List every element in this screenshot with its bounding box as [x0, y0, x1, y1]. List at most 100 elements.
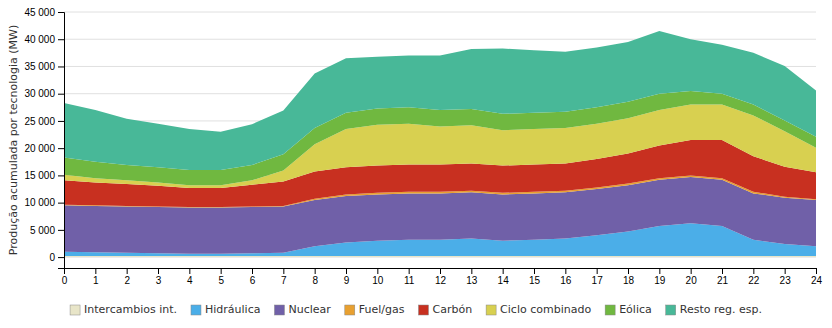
x-tick-label: 19: [654, 275, 666, 286]
legend-swatch: [191, 305, 201, 315]
legend-swatch: [274, 305, 284, 315]
legend-label: Hidráulica: [205, 303, 260, 316]
x-tick: 16: [560, 268, 572, 286]
grid-line: [64, 12, 816, 13]
y-tick-label: 20 000: [24, 143, 55, 154]
y-tick-mark: [58, 121, 64, 122]
legend-label: Nuclear: [288, 303, 331, 316]
y-tick-mark: [58, 257, 64, 258]
x-tick-mark: [221, 268, 222, 274]
legend-swatch: [605, 305, 615, 315]
x-axis-line: [65, 269, 817, 275]
x-tick: 5: [218, 268, 224, 286]
legend-swatch: [418, 305, 428, 315]
y-tick: 25 000: [24, 116, 64, 127]
y-tick-label: 25 000: [24, 116, 55, 127]
y-tick: 45 000: [24, 7, 64, 18]
y-tick-label: 45 000: [24, 7, 55, 18]
legend-item: Intercambios int.: [70, 303, 177, 316]
x-tick-label: 3: [156, 275, 162, 286]
y-tick: 5 000: [30, 225, 64, 236]
x-tick-mark: [503, 268, 504, 274]
x-tick-label: 13: [466, 275, 478, 286]
legend-label: Intercambios int.: [84, 303, 177, 316]
x-tick-label: 5: [218, 275, 224, 286]
x-tick: 11: [404, 268, 415, 286]
y-tick: 40 000: [24, 34, 64, 45]
x-tick: 7: [281, 268, 287, 286]
y-tick-mark: [58, 148, 64, 149]
chart: 0123456789101112131415161718192021222324…: [0, 0, 832, 328]
legend-item: Carbón: [418, 303, 472, 316]
grid-line: [64, 39, 816, 40]
x-tick: 12: [435, 268, 447, 286]
y-tick-label: 35 000: [24, 61, 55, 72]
x-tick: 24: [811, 268, 823, 286]
x-tick: 8: [312, 268, 318, 286]
x-tick: 21: [717, 268, 729, 286]
x-tick-label: 10: [372, 275, 384, 286]
y-tick-mark: [58, 12, 64, 13]
y-tick-mark: [58, 66, 64, 67]
x-tick: 0: [62, 268, 68, 286]
x-tick: 17: [592, 268, 604, 286]
x-tick-label: 15: [529, 275, 541, 286]
x-tick-mark: [597, 268, 598, 274]
x-tick: 14: [498, 268, 510, 286]
x-tick-mark: [628, 268, 629, 274]
x-tick: 9: [344, 268, 350, 286]
grid: [64, 12, 816, 257]
x-tick-label: 7: [281, 275, 287, 286]
x-tick-mark: [440, 268, 441, 274]
x-tick-mark: [346, 268, 347, 274]
x-tick-label: 23: [780, 275, 792, 286]
x-tick-mark: [127, 268, 128, 274]
y-tick-label: 15 000: [24, 170, 55, 181]
x-tick: 2: [124, 268, 130, 286]
x-tick-mark: [409, 268, 410, 274]
x-tick-mark: [158, 268, 159, 274]
x-tick-label: 22: [748, 275, 760, 286]
y-tick: 20 000: [24, 143, 64, 154]
y-axis-line: [58, 13, 65, 269]
y-tick: 30 000: [24, 88, 64, 99]
plot-area: [64, 31, 816, 257]
x-tick-label: 12: [435, 275, 447, 286]
x-tick: 20: [686, 268, 698, 286]
x-tick-label: 17: [592, 275, 604, 286]
x-tick-label: 4: [187, 275, 193, 286]
legend-label: Eólica: [619, 303, 652, 316]
y-tick-mark: [58, 175, 64, 176]
legend-swatch: [345, 305, 355, 315]
x-tick-label: 24: [811, 275, 823, 286]
x-tick-mark: [377, 268, 378, 274]
y-tick-label: 5 000: [30, 225, 55, 236]
legend-swatch: [486, 305, 496, 315]
x-tick-mark: [534, 268, 535, 274]
y-tick: 15 000: [24, 170, 64, 181]
x-tick-mark: [691, 268, 692, 274]
x-tick-mark: [722, 268, 723, 274]
legend-swatch: [666, 305, 676, 315]
x-tick: 4: [187, 268, 193, 286]
x-tick-label: 2: [124, 275, 130, 286]
legend-swatch: [70, 305, 80, 315]
legend-label: Fuel/gas: [359, 303, 405, 316]
y-tick-mark: [58, 94, 64, 95]
x-axis: 0123456789101112131415161718192021222324: [62, 268, 823, 286]
y-axis-title: Produção acumulada por tecnologia (MW): [7, 25, 20, 255]
x-tick: 15: [529, 268, 541, 286]
y-tick-label: 30 000: [24, 88, 55, 99]
x-tick: 1: [93, 268, 99, 286]
y-tick: 10 000: [24, 197, 64, 208]
y-tick-mark: [58, 203, 64, 204]
x-tick: 13: [466, 268, 478, 286]
y-tick-label: 0: [49, 252, 55, 263]
x-tick-label: 0: [62, 275, 68, 286]
legend: Intercambios int. Hidráulica Nuclear Fuel/g…: [70, 303, 762, 316]
legend-label: Resto reg. esp.: [680, 303, 762, 316]
y-tick-mark: [58, 39, 64, 40]
x-tick-mark: [283, 268, 284, 274]
legend-label: Ciclo combinado: [500, 303, 591, 316]
y-tick-mark: [58, 230, 64, 231]
